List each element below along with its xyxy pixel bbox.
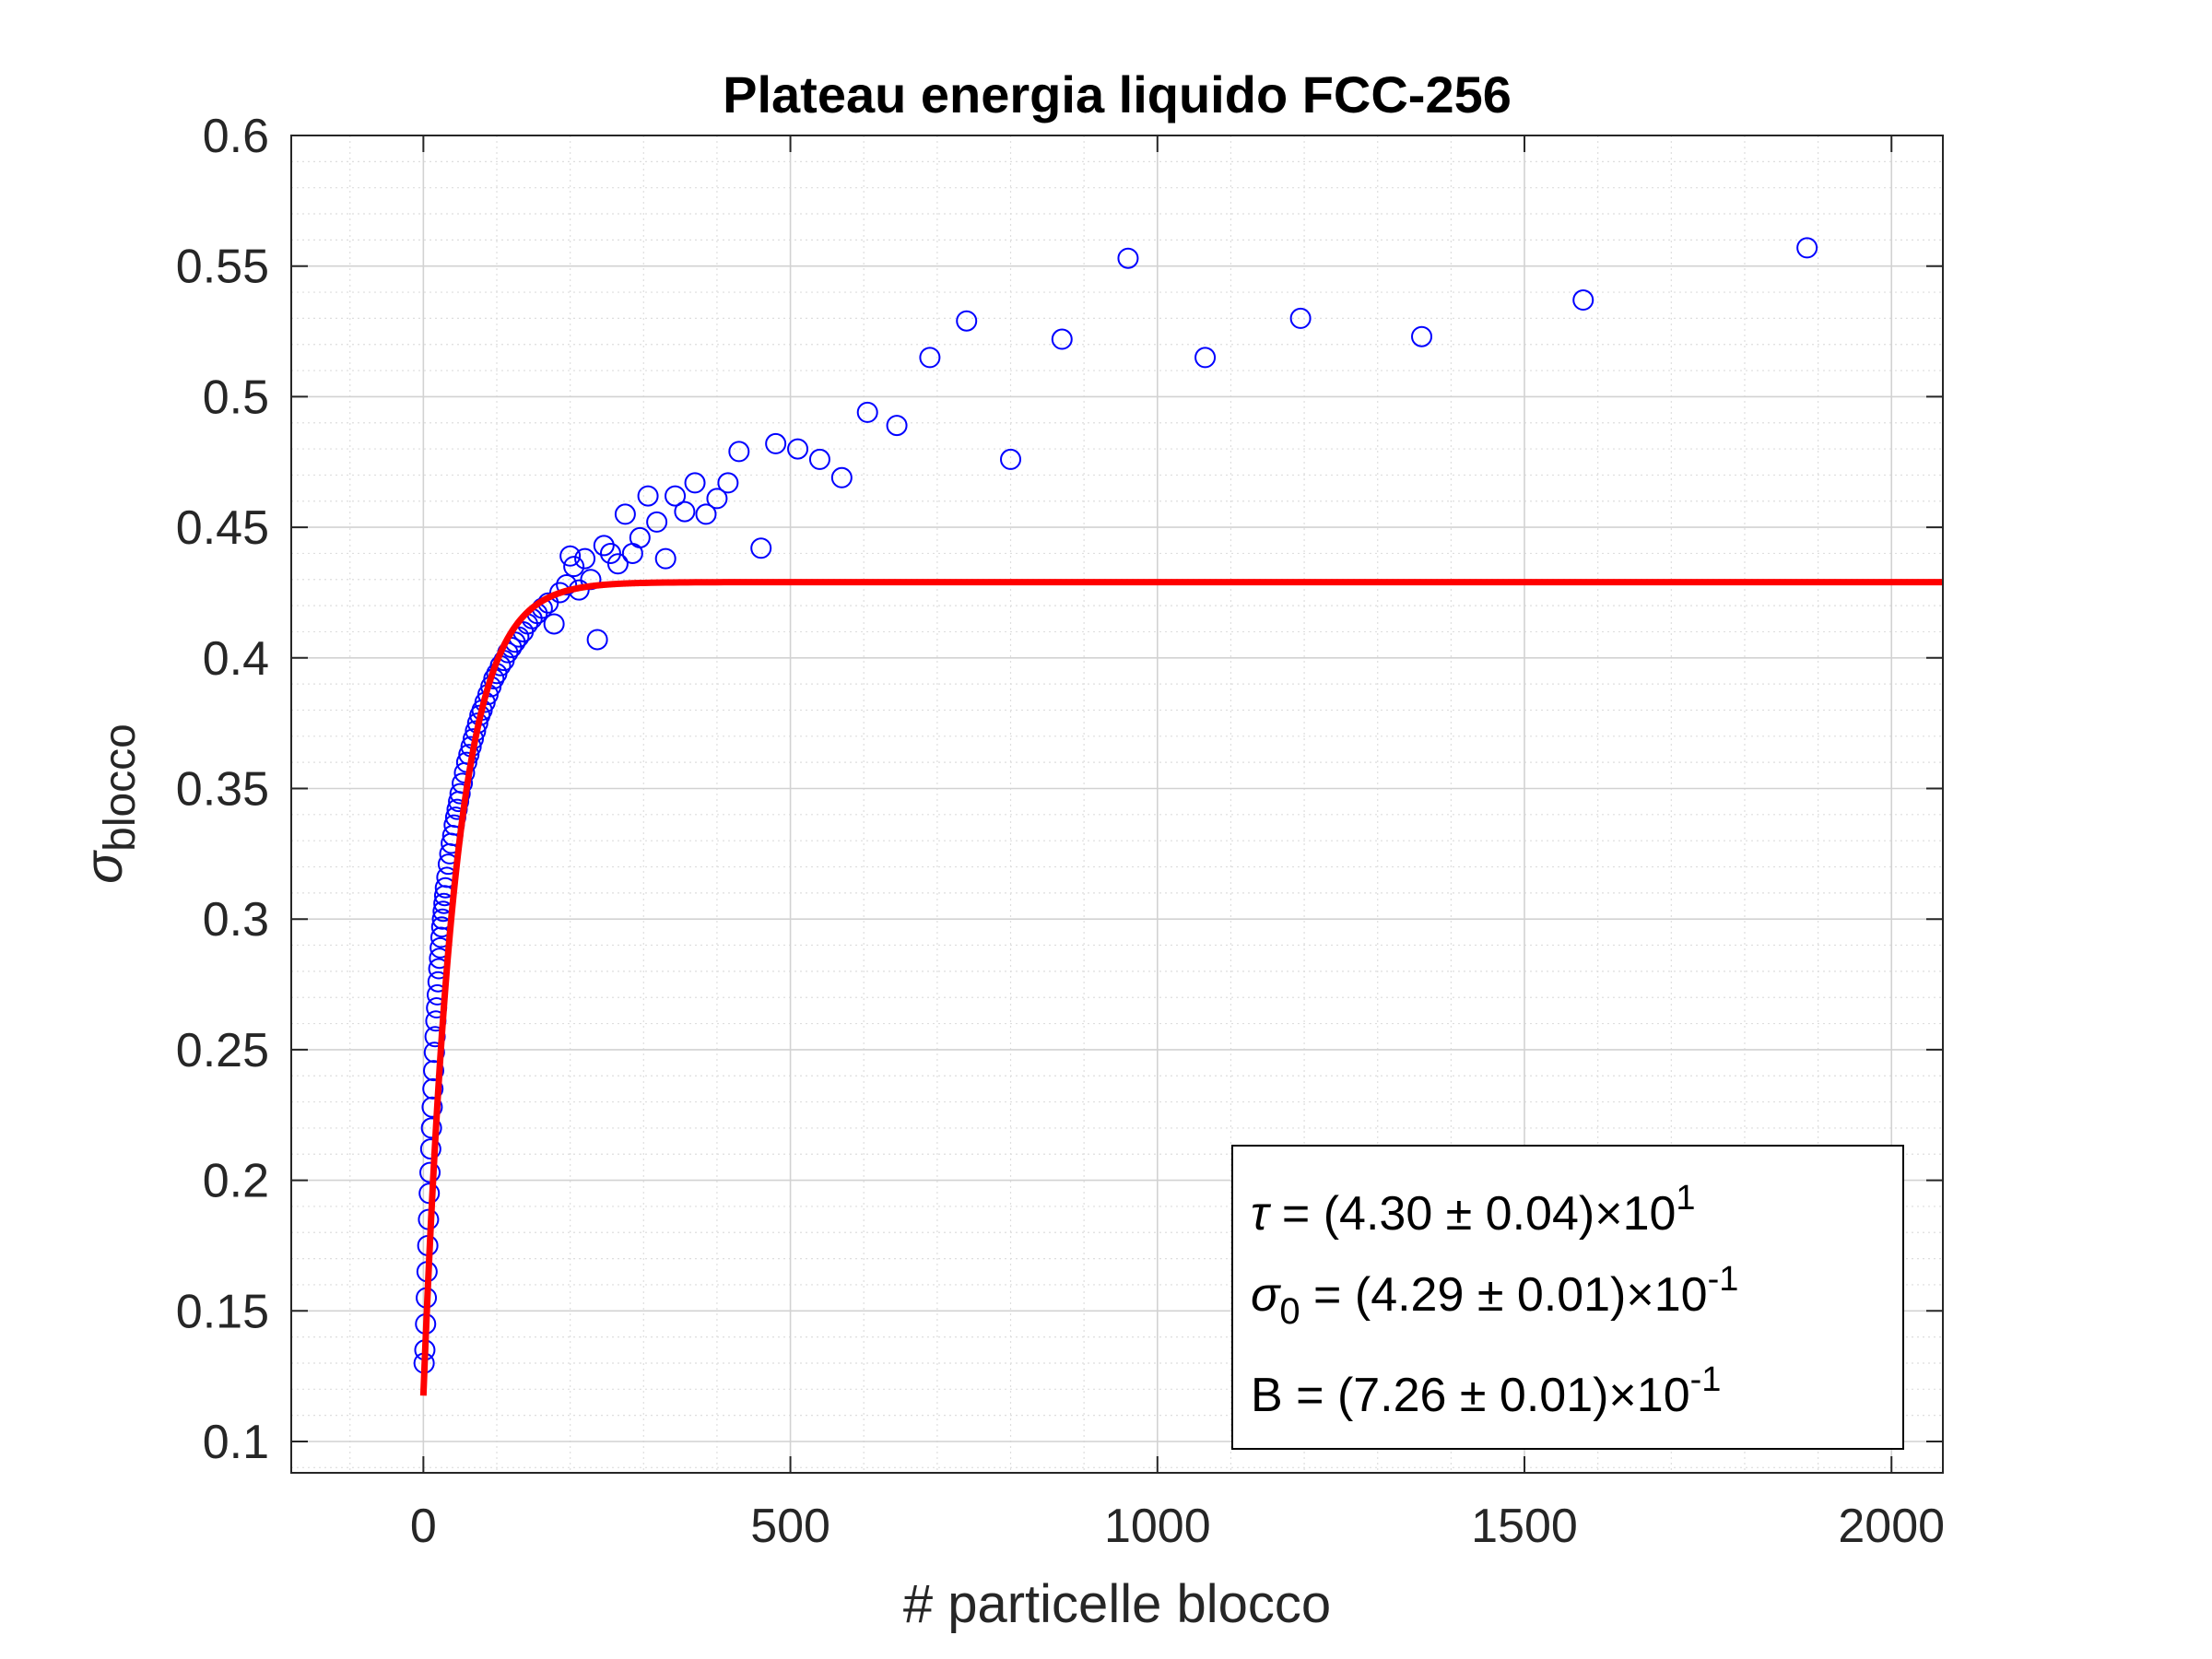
x-tick-label: 1500	[1471, 1500, 1578, 1553]
data-point	[1289, 307, 1312, 329]
x-axis-label: # particelle blocco	[903, 1574, 1331, 1634]
data-point	[599, 542, 621, 564]
data-point	[1194, 347, 1217, 369]
annotation-tau-exponent: 1	[1676, 1179, 1695, 1218]
data-point	[419, 1138, 441, 1160]
data-point	[886, 415, 908, 437]
annotation-tau: τ = (4.30 ± 0.04)×101	[1251, 1179, 1696, 1241]
annotation-sigma0-exponent: -1	[1708, 1260, 1739, 1299]
data-point	[586, 629, 608, 651]
annotation-sigma0-text: = (4.29 ± 0.01)×10	[1300, 1268, 1708, 1322]
data-point	[706, 488, 728, 510]
annotation-sigma0-subscript: 0	[1279, 1291, 1300, 1332]
data-point	[606, 553, 629, 575]
chart-title: Plateau energia liquido FCC-256	[723, 65, 1512, 124]
y-tick-label: 0.2	[203, 1155, 269, 1208]
x-tick-label: 1000	[1104, 1500, 1211, 1553]
annotation-sigma0: σ0 = (4.29 ± 0.01)×10-1	[1251, 1260, 1738, 1332]
y-tick-label: 0.4	[203, 632, 269, 686]
data-point	[1796, 237, 1818, 259]
data-point	[919, 347, 941, 369]
annotation-sigma0-symbol: σ	[1251, 1268, 1281, 1322]
y-tick-labels: 0.1 0.15 0.2 0.25 0.3 0.35 0.4 0.45 0.5 0.55 0.6	[176, 110, 269, 1469]
plot-border	[290, 135, 1944, 1474]
data-point	[563, 556, 585, 578]
y-tick-label: 0.55	[176, 241, 269, 294]
data-point	[1411, 325, 1433, 347]
y-tick-label: 0.15	[176, 1285, 269, 1338]
data-point	[1051, 328, 1073, 350]
data-point	[449, 782, 471, 805]
data-point	[654, 547, 677, 570]
x-tick-labels: 0 500 1000 1500 2000	[410, 1500, 1945, 1553]
annotation-b-exponent: -1	[1690, 1360, 1722, 1399]
data-point	[665, 485, 687, 507]
y-tick-label: 0.35	[176, 762, 269, 816]
data-point	[559, 545, 582, 567]
annotation-b-text: B = (7.26 ± 0.01)×10	[1251, 1369, 1690, 1422]
data-point	[614, 503, 636, 525]
x-tick-label: 0	[410, 1500, 437, 1553]
data-point	[1000, 448, 1022, 470]
data-point	[421, 1096, 443, 1118]
fit-parameters-box: τ = (4.30 ± 0.04)×101 σ0 = (4.29 ± 0.01)…	[1231, 1145, 1904, 1450]
data-point	[420, 1117, 442, 1139]
annotation-tau-symbol: τ	[1251, 1187, 1272, 1241]
data-point	[750, 537, 772, 559]
data-point	[646, 511, 668, 533]
data-point	[574, 547, 596, 570]
data-point	[423, 1060, 445, 1082]
data-point	[830, 466, 853, 488]
data-point	[422, 1077, 444, 1100]
data-point	[452, 772, 474, 794]
data-point	[765, 432, 787, 454]
data-point	[674, 500, 696, 523]
y-tick-label: 0.5	[203, 371, 269, 424]
data-point	[856, 401, 878, 423]
data-point	[637, 485, 659, 507]
data-point	[808, 448, 830, 470]
data-point	[543, 613, 565, 635]
data-point	[629, 526, 651, 548]
data-point	[717, 472, 739, 494]
y-tick-label: 0.3	[203, 893, 269, 947]
fit-parameters-border	[1231, 1145, 1904, 1450]
axis-ticks	[291, 135, 1943, 1473]
annotation-b: B = (7.26 ± 0.01)×10-1	[1251, 1360, 1721, 1422]
data-point	[1117, 247, 1139, 269]
data-point	[1572, 289, 1594, 312]
data-point	[423, 1041, 445, 1064]
y-tick-label: 0.6	[203, 110, 269, 163]
x-tick-label: 500	[750, 1500, 830, 1553]
data-point	[556, 573, 578, 595]
minor-grid	[291, 135, 1943, 1473]
data-point	[593, 535, 615, 557]
y-axis-label-symbol: σ	[74, 850, 134, 884]
data-point	[728, 441, 750, 463]
y-tick-label: 0.45	[176, 501, 269, 555]
data-point	[684, 472, 706, 494]
data-point	[787, 438, 809, 460]
data-point	[695, 503, 717, 525]
y-axis-label: σblocco	[74, 724, 145, 884]
y-tick-label: 0.25	[176, 1024, 269, 1077]
y-tick-label: 0.1	[203, 1416, 269, 1469]
plot-content	[413, 237, 1943, 1396]
x-tick-label: 2000	[1838, 1500, 1945, 1553]
data-point	[956, 310, 978, 332]
y-axis-label-subscript: blocco	[96, 724, 145, 852]
annotation-tau-text: = (4.30 ± 0.04)×10	[1268, 1187, 1676, 1241]
fit-curve	[419, 579, 1943, 1396]
